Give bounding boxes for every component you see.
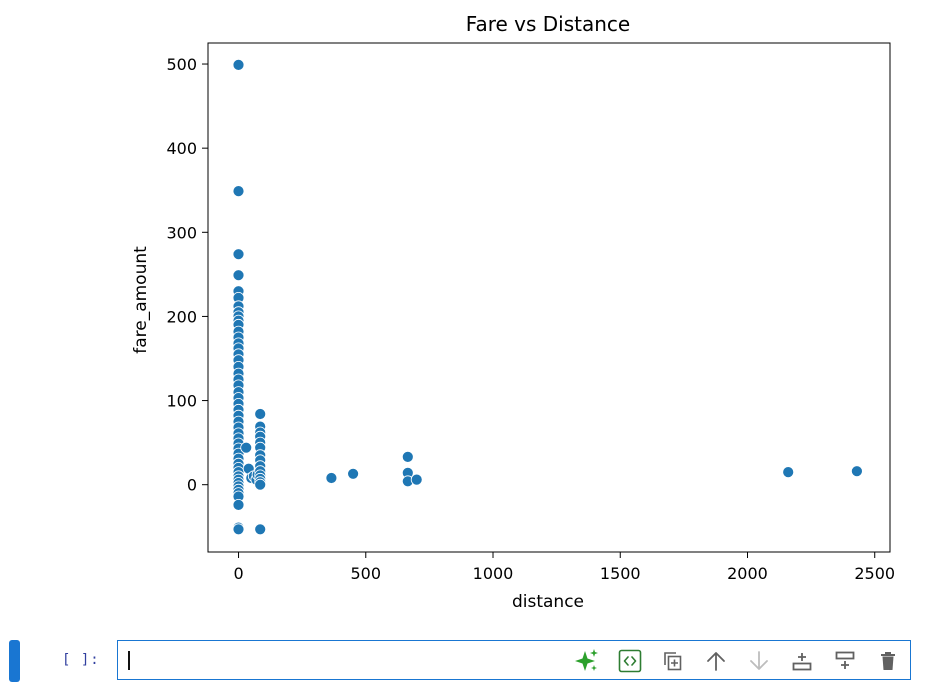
arrow-up-icon: [707, 652, 725, 671]
scatter-point: [232, 248, 245, 261]
scatter-point: [851, 465, 863, 478]
x-axis-label: distance: [512, 592, 584, 612]
x-tick-label: 0: [233, 564, 243, 583]
delete-cell-button[interactable]: [874, 647, 902, 675]
x-tick-label: 2500: [854, 564, 895, 583]
y-axis-ticks: 0 100 200 300 400 500: [166, 55, 208, 495]
x-tick-label: 2000: [727, 564, 768, 583]
code-brackets-icon: [618, 649, 642, 673]
insert-below-icon: [835, 651, 855, 669]
x-tick-label: 500: [351, 564, 382, 583]
arrow-down-icon: [750, 651, 768, 670]
cell-toolbar: [573, 647, 902, 675]
scatter-point: [240, 441, 253, 454]
insert-below-button[interactable]: [831, 647, 859, 675]
scatter-point: [254, 408, 267, 420]
scatter-point: [401, 450, 414, 463]
chart-title: Fare vs Distance: [466, 12, 630, 36]
y-tick-label: 0: [187, 476, 197, 495]
scatter-point: [232, 269, 245, 282]
x-tick-label: 1000: [473, 564, 514, 583]
y-tick-label: 500: [166, 55, 197, 74]
scatter-point: [410, 473, 423, 486]
scatter-point: [347, 467, 360, 480]
code-cell[interactable]: [ ]:: [0, 628, 932, 688]
y-tick-label: 100: [166, 392, 197, 411]
scatter-point: [782, 466, 795, 479]
scatter-point: [254, 478, 267, 491]
y-axis-label: fare_amount: [131, 246, 151, 354]
text-cursor: [128, 651, 130, 670]
plot-area-frame: [207, 42, 891, 553]
x-tick-label: 1500: [600, 564, 641, 583]
code-editor-input[interactable]: [117, 640, 911, 680]
duplicate-icon: [664, 652, 682, 671]
ai-assist-button[interactable]: [573, 647, 601, 675]
scatter-chart: Fare vs Distance 0 500 1000 1500 2000 2500 0 1…: [131, 12, 895, 612]
points-layer: [232, 59, 863, 536]
active-cell-indicator[interactable]: [9, 640, 20, 682]
sparkle-icon: [575, 649, 598, 671]
y-tick-label: 300: [166, 223, 197, 242]
insert-above-icon: [792, 653, 812, 671]
y-tick-label: 200: [166, 307, 197, 326]
cell-output-plot: Fare vs Distance 0 500 1000 1500 2000 2500 0 1…: [131, 12, 895, 612]
editor-content: [118, 641, 119, 642]
move-down-button[interactable]: [745, 647, 773, 675]
scatter-point: [232, 59, 245, 71]
y-tick-label: 400: [166, 139, 197, 158]
execution-count-prompt: [ ]:: [62, 652, 100, 668]
scatter-point: [325, 472, 338, 484]
scatter-point: [232, 498, 245, 511]
move-up-button[interactable]: [702, 647, 730, 675]
x-axis-ticks: 0 500 1000 1500 2000 2500: [233, 552, 895, 583]
duplicate-cell-button[interactable]: [659, 647, 687, 675]
scatter-point: [254, 523, 267, 536]
scatter-point: [232, 523, 245, 536]
scatter-point: [232, 185, 245, 198]
code-toggle-button[interactable]: [616, 647, 644, 675]
insert-above-button[interactable]: [788, 647, 816, 675]
trash-icon: [881, 652, 895, 670]
